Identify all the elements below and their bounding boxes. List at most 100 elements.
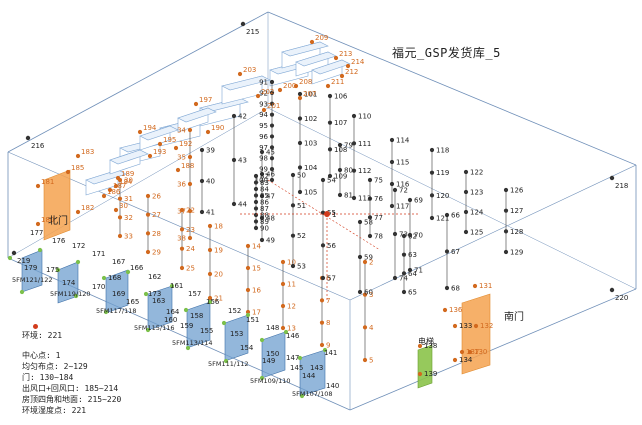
door-probe-label: 136 xyxy=(449,306,463,314)
unit-label: 5FM121/122 xyxy=(12,276,53,284)
probe-label: 126 xyxy=(510,187,524,195)
ceiling-probe-label: 220 xyxy=(615,294,628,302)
room-bottom-edge-right xyxy=(349,288,637,411)
vent-box-top xyxy=(109,149,149,165)
probe-point xyxy=(362,325,368,330)
probe-point xyxy=(362,259,368,265)
probe-label: 78 xyxy=(374,233,383,241)
probe-point xyxy=(207,247,213,253)
vent-box-top xyxy=(85,169,127,185)
base-probe xyxy=(75,259,81,265)
probe-point xyxy=(290,172,296,178)
probe-label: 121 xyxy=(436,215,449,223)
probe-label: 104 xyxy=(304,164,318,172)
probe-point xyxy=(145,231,151,236)
probe-label: 23 xyxy=(186,226,195,234)
base-probe xyxy=(297,355,303,361)
probe-point xyxy=(259,215,265,221)
probe-point xyxy=(117,215,123,220)
probe-label: 107 xyxy=(334,119,347,127)
probe-label: 122 xyxy=(470,169,483,177)
probe-label: 41 xyxy=(206,209,215,217)
vent-probe xyxy=(293,83,299,89)
probe-point xyxy=(290,263,296,269)
probe-point xyxy=(503,229,509,234)
base-label: 160 xyxy=(164,316,177,324)
base-label: 164 xyxy=(166,308,180,316)
probe-label: 63 xyxy=(408,251,417,259)
probe-label: 116 xyxy=(396,181,410,189)
probe-label: 62 xyxy=(408,233,417,241)
probe-label: 19 xyxy=(214,247,223,255)
base-label: 176 xyxy=(52,237,66,245)
probe-label: 30 xyxy=(124,177,133,185)
vent-probe xyxy=(345,63,351,69)
probe-point xyxy=(253,225,259,231)
probe-point xyxy=(389,159,395,165)
probe-point xyxy=(207,271,213,277)
base-label: 158 xyxy=(190,312,203,320)
probe-label: 55 xyxy=(327,209,336,217)
base-label: 163 xyxy=(152,297,165,305)
probe-point xyxy=(407,232,413,238)
probe-label: 81 xyxy=(344,192,353,200)
probe-label: 65 xyxy=(408,289,417,297)
base-label: 143 xyxy=(310,364,323,372)
probe-point xyxy=(253,212,259,218)
unit-cabinet xyxy=(186,301,211,349)
base-label: 161 xyxy=(170,282,183,290)
probe-label: 85 xyxy=(260,192,269,200)
probe-point xyxy=(351,113,357,119)
probe-label: 3 xyxy=(369,291,373,299)
probe-point xyxy=(401,271,407,276)
probe-point xyxy=(401,289,407,295)
base-label: 149 xyxy=(262,357,275,365)
base-label: 144 xyxy=(302,372,316,380)
vent-probe xyxy=(147,153,153,159)
base-label: 140 xyxy=(326,382,339,390)
south-door-label: 南门 xyxy=(504,310,524,323)
center-point-label: 1 xyxy=(332,211,336,219)
probe-label: 120 xyxy=(436,192,449,200)
base-label: 177 xyxy=(30,229,43,237)
vent-probe xyxy=(75,209,81,215)
probe-point xyxy=(179,207,185,213)
ceiling-probe xyxy=(609,175,615,181)
probe-point xyxy=(337,167,343,173)
probe-point xyxy=(245,287,251,293)
base-label: 151 xyxy=(246,316,259,324)
probe-label: 127 xyxy=(510,207,523,215)
door-probe-label: 138 xyxy=(424,342,437,350)
legend-center-point: 中心点: 1 xyxy=(22,351,61,360)
door-probe-label: 131 xyxy=(479,282,492,290)
probe-point xyxy=(401,252,407,257)
base-probe xyxy=(103,309,109,315)
base-label: 145 xyxy=(290,364,303,372)
probe-label: 71 xyxy=(414,267,423,275)
probe-label: 34 xyxy=(177,127,186,135)
probe-point xyxy=(297,140,303,146)
legend-vent-points: 出风口+回风口: 185~214 xyxy=(22,384,119,393)
probe-point xyxy=(362,357,368,363)
probe-point xyxy=(503,187,509,193)
probe-point xyxy=(337,142,343,148)
probe-label: 84 xyxy=(260,186,269,194)
probe-label: 25 xyxy=(186,265,195,273)
probe-label: 32 xyxy=(124,214,133,222)
probe-point xyxy=(357,254,363,260)
probe-label: 37 xyxy=(177,208,186,216)
vent-probe-label: 200 xyxy=(283,82,296,90)
unit-label: 5FM109/110 xyxy=(250,377,291,385)
probe-point xyxy=(320,177,326,183)
unit-label: 5FM113/114 xyxy=(172,339,213,347)
vent-probe xyxy=(65,169,71,175)
probe-label: 42 xyxy=(238,113,247,121)
probe-point xyxy=(389,203,395,209)
vent-probe-label: 186 xyxy=(107,188,121,196)
vent-probe xyxy=(255,93,261,99)
base-label: 156 xyxy=(206,298,220,306)
probe-label: 38 xyxy=(177,235,186,243)
vent-probe xyxy=(101,193,107,199)
probe-label: 80 xyxy=(344,167,353,175)
